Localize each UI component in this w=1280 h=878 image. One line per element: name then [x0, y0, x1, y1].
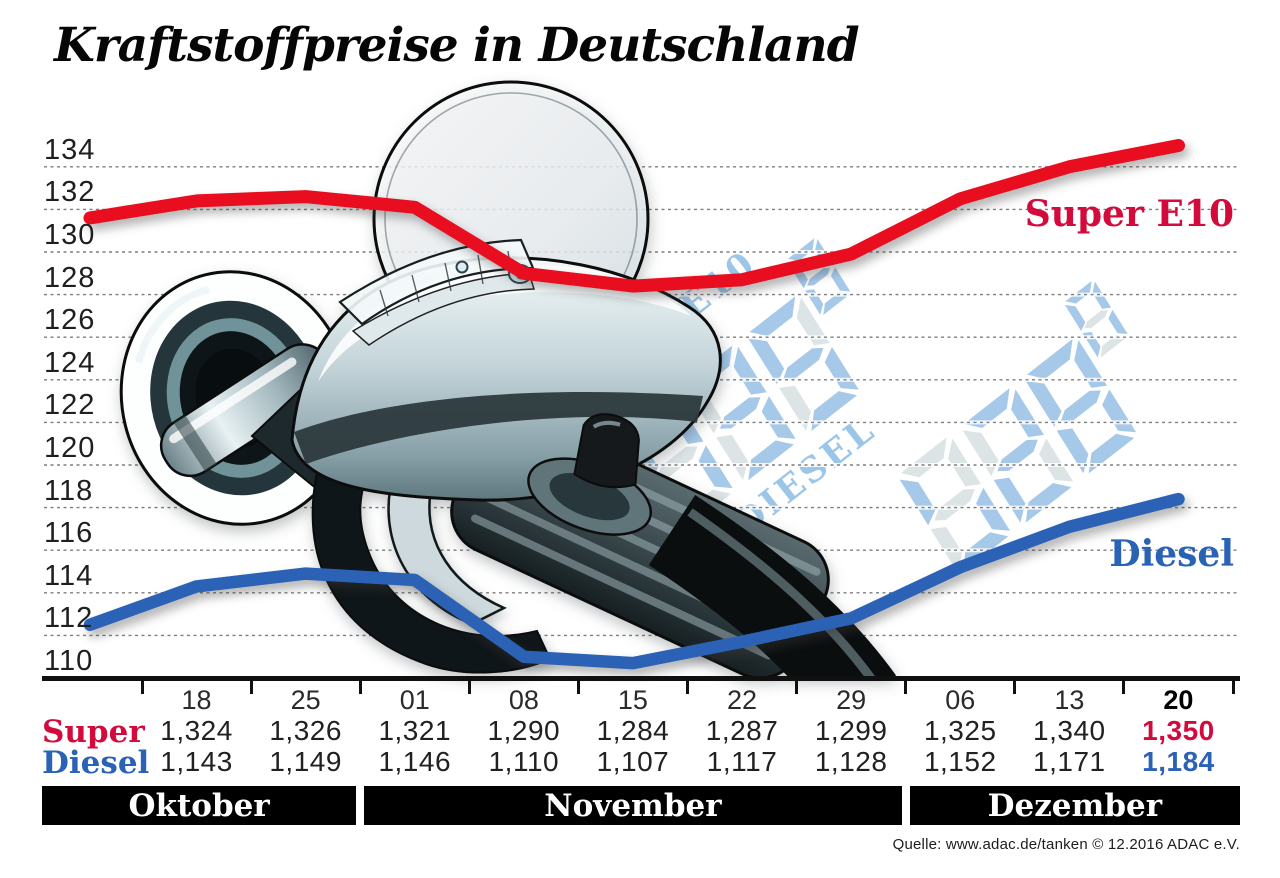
- nozzle-spout: [159, 343, 333, 478]
- x-axis-tick: [1231, 679, 1235, 694]
- month-bar-oktober: Oktober: [42, 786, 357, 825]
- table-cell-super: 1,290: [487, 715, 561, 746]
- x-axis-tick: [904, 679, 908, 694]
- y-axis-tick-label: 114: [44, 559, 94, 592]
- x-axis-tick: [686, 679, 689, 694]
- table-row-label-super: Super: [42, 714, 145, 750]
- x-axis-tick: [795, 679, 799, 694]
- x-axis-tick: [1013, 679, 1017, 694]
- table-cell-diesel: 1,128: [814, 746, 888, 777]
- table-cell-super: 1,340: [1033, 715, 1106, 746]
- table-cell-diesel: 1,171: [1033, 746, 1106, 777]
- x-axis-date-label: 29: [836, 685, 867, 715]
- table-cell-diesel: 1,110: [488, 746, 560, 777]
- nozzle-waist-band: [294, 392, 703, 464]
- y-axis-tick-label: 132: [44, 176, 96, 209]
- table-cell-super: 1,284: [596, 715, 670, 746]
- x-axis-date-label: 06: [945, 685, 976, 715]
- table-cell-super: 1,325: [923, 715, 997, 746]
- source-note: Quelle: www.adac.de/tanken © 12.2016 ADA…: [892, 836, 1240, 853]
- y-axis-tick-label: 120: [44, 432, 96, 464]
- x-axis-tick: [249, 679, 253, 694]
- fuel-hose: [648, 494, 897, 677]
- y-axis-tick-label: 116: [44, 517, 94, 550]
- x-axis-tick: [140, 679, 144, 694]
- legend-super-e10-label: Super E10: [1024, 193, 1234, 235]
- x-axis-date-label: 20: [1163, 685, 1194, 715]
- table-cell-super: 1,287: [705, 715, 779, 746]
- table-cell-diesel: 1,107: [596, 746, 670, 777]
- page-title: Kraftstoffpreise in Deutschland: [54, 18, 860, 73]
- table-cell-super: 1,326: [269, 715, 342, 746]
- x-axis-tick: [467, 679, 471, 694]
- table-cell-super: 1,350: [1142, 715, 1215, 746]
- x-axis-date-label: 22: [727, 685, 758, 715]
- table-cell-super: 1,321: [378, 715, 452, 746]
- y-axis-tick-label: 130: [44, 219, 96, 251]
- table-cell-diesel: 1,152: [923, 746, 997, 777]
- screw-dot-small: [455, 260, 469, 274]
- x-axis-date-label: 18: [181, 685, 212, 715]
- table-cell-diesel: 1,117: [706, 746, 778, 777]
- x-axis-line: [42, 676, 1240, 681]
- month-bar-dezember: Dezember: [909, 786, 1240, 825]
- y-axis-tick-label: 118: [44, 474, 94, 507]
- trigger-lever: [387, 488, 507, 626]
- x-axis-date-label: 01: [399, 685, 430, 715]
- x-axis-date-label: 15: [617, 685, 648, 715]
- x-axis-date-label: 25: [290, 685, 321, 715]
- y-axis-tick-label: 110: [44, 645, 94, 677]
- nozzle-knob: [527, 413, 653, 536]
- x-axis-tick: [1122, 679, 1126, 694]
- table-cell-diesel: 1,146: [378, 746, 452, 777]
- x-axis-date-label: 08: [508, 685, 539, 715]
- month-bar-november: November: [364, 786, 902, 825]
- y-axis-tick-label: 122: [44, 389, 96, 422]
- y-axis-tick-label: 126: [44, 304, 96, 337]
- x-axis-tick: [358, 679, 362, 694]
- y-axis-tick-label: 112: [44, 602, 94, 635]
- table-cell-super: 1,324: [160, 715, 233, 746]
- table-cell-super: 1,299: [814, 715, 888, 746]
- legend-diesel-label: Diesel: [1109, 533, 1234, 575]
- seven-segment-digit: [748, 296, 859, 431]
- y-axis-tick-label: 128: [44, 261, 96, 294]
- legend-layer: Super E10 Diesel: [1024, 193, 1234, 575]
- table-row-label-diesel: Diesel: [42, 745, 150, 781]
- y-axis-tick-label: 124: [44, 346, 96, 379]
- nozzle-visor: [338, 238, 536, 346]
- x-axis-tick: [576, 679, 580, 694]
- y-axis-tick-label: 134: [44, 133, 96, 166]
- table-cell-diesel: 1,184: [1142, 746, 1215, 777]
- table-cell-diesel: 1,149: [269, 746, 342, 777]
- x-axis-date-label: 13: [1054, 685, 1085, 715]
- super-e10-line: [83, 139, 1185, 293]
- table-cell-diesel: 1,143: [160, 746, 233, 777]
- fuel-nozzle-illustration: [119, 80, 897, 677]
- diesel-line: [83, 492, 1185, 670]
